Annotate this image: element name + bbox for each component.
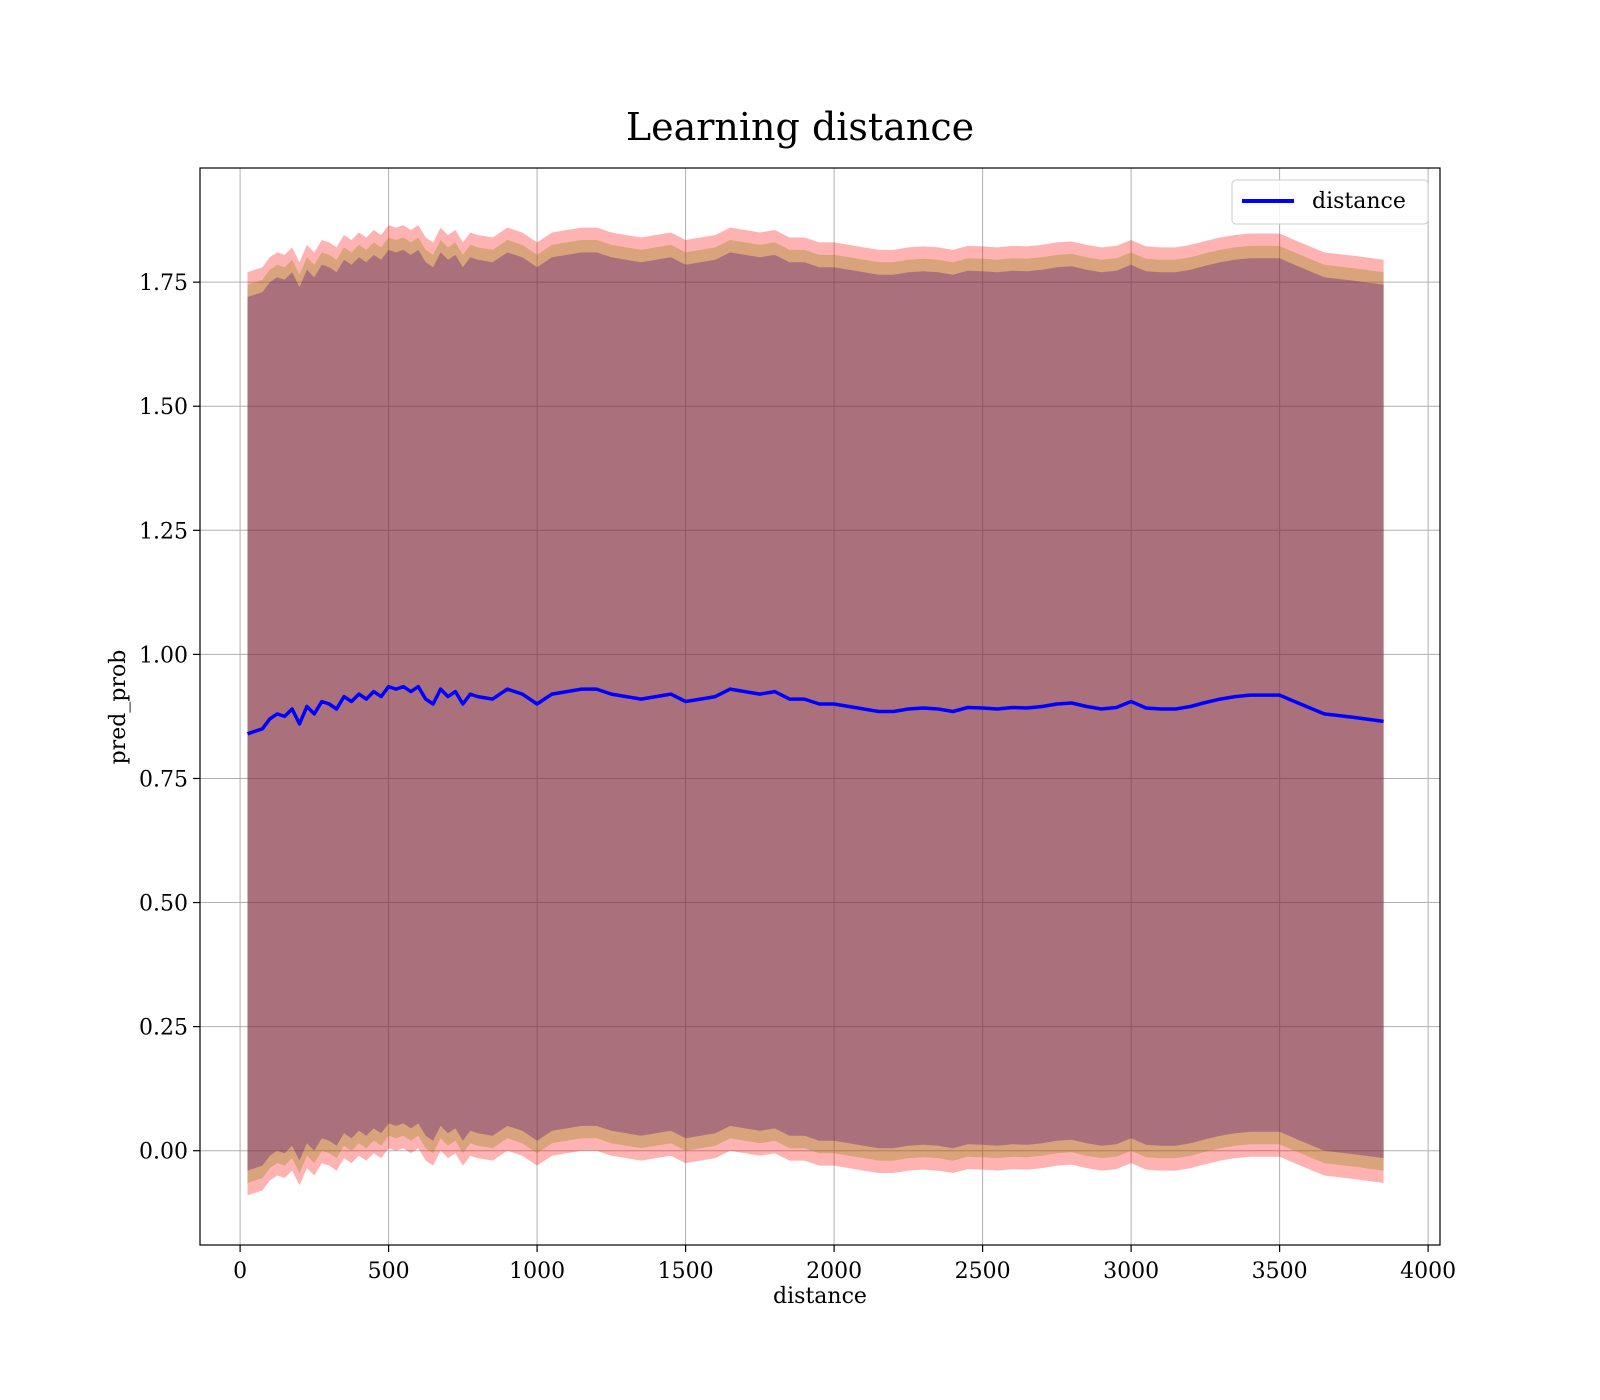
y-tick-label-5: 1.25	[139, 519, 188, 544]
x-tick-label-8: 4000	[1400, 1259, 1456, 1284]
y-tick-label-0: 0.00	[139, 1140, 188, 1165]
y-tick-label-1: 0.25	[139, 1016, 188, 1041]
legend: distance	[1231, 179, 1429, 225]
chart-title: Learning distance	[626, 105, 974, 149]
y-tick-label-7: 1.75	[139, 271, 188, 296]
y-tick-label-2: 0.50	[139, 892, 188, 917]
series-line-0	[246, 684, 1384, 736]
y-tick-label-6: 1.50	[139, 395, 188, 420]
x-tick-label-5: 2500	[955, 1259, 1011, 1284]
confidence-band-0	[247, 225, 1384, 1196]
series-lines	[246, 684, 1384, 736]
x-tick-label-3: 1500	[658, 1259, 714, 1284]
x-axis-ticks: 0 500 1000 1500 2000 2500 3000 3500 4000	[233, 1245, 1456, 1284]
confidence-band-2	[247, 249, 1384, 1171]
x-axis-label: distance	[773, 1284, 867, 1309]
legend-label-distance: distance	[1312, 189, 1406, 214]
x-tick-label-4: 2000	[806, 1259, 862, 1284]
y-axis-ticks: 0.00 0.25 0.50 0.75 1.00 1.25 1.50 1.75	[139, 271, 200, 1165]
x-tick-label-0: 0	[233, 1259, 247, 1284]
x-tick-label-2: 1000	[509, 1259, 565, 1284]
plot-frame	[199, 167, 1441, 1246]
y-axis-label: pred_prob	[106, 650, 131, 765]
legend-box	[1231, 179, 1429, 225]
y-tick-label-4: 1.00	[139, 643, 188, 668]
x-tick-label-7: 3500	[1252, 1259, 1308, 1284]
y-tick-label-3: 0.75	[139, 767, 188, 792]
x-tick-label-1: 500	[368, 1259, 410, 1284]
confidence-band-1	[247, 237, 1384, 1183]
confidence-bands	[247, 225, 1384, 1196]
x-tick-label-6: 3000	[1103, 1259, 1159, 1284]
